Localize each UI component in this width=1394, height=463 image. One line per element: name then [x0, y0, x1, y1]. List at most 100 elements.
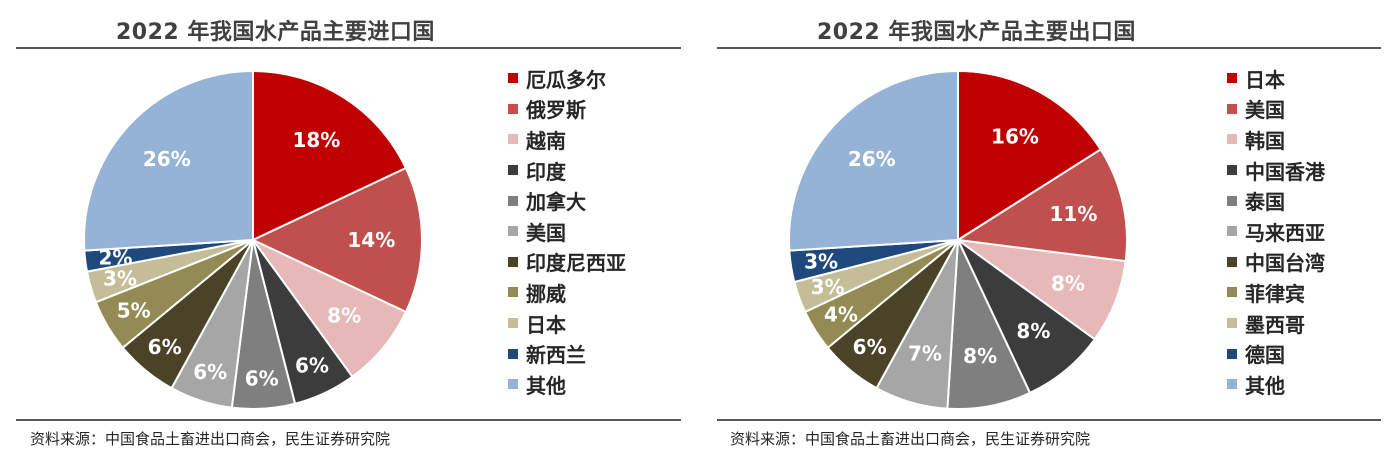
pie-slice-1 — [957, 69, 1103, 242]
legend-item: 日本 — [508, 308, 626, 339]
legend-swatch — [1227, 318, 1237, 329]
legend-swatch — [1227, 73, 1237, 84]
slice-value-label: 5% — [117, 299, 151, 323]
legend-swatch — [1227, 165, 1237, 176]
legend-item: 中国香港 — [1227, 155, 1325, 186]
legend-item: 加拿大 — [508, 185, 626, 216]
legend-item: 挪威 — [508, 277, 626, 308]
legend-label: 德国 — [1245, 343, 1285, 368]
legend-swatch — [1227, 195, 1237, 206]
slice-value-label: 11% — [1050, 202, 1098, 226]
legend-item: 泰国 — [1227, 185, 1325, 216]
source-note: 资料来源：中国食品土畜进出口商会，民生证券研究院 — [730, 430, 1091, 448]
legend-swatch — [1227, 379, 1237, 390]
pie-slice-1 — [252, 69, 408, 242]
legend-item: 俄罗斯 — [508, 94, 626, 125]
legend-label: 美国 — [526, 220, 566, 245]
slice-value-label: 2% — [99, 245, 133, 269]
slice-value-label: 18% — [292, 128, 340, 152]
legend-swatch — [508, 73, 518, 84]
legend-swatch — [508, 318, 518, 329]
legend-item: 美国 — [1227, 94, 1325, 125]
slice-value-label: 8% — [327, 303, 361, 327]
legend-label: 挪威 — [526, 281, 566, 306]
slice-value-label: 16% — [991, 124, 1039, 148]
legend-label: 其他 — [1245, 373, 1285, 398]
legend-item: 美国 — [508, 216, 626, 247]
chart-title: 2022 年我国水产品主要进口国 — [116, 20, 435, 45]
slice-value-label: 7% — [908, 342, 942, 366]
slice-value-label: 14% — [347, 228, 395, 252]
legend-label: 印度 — [526, 159, 566, 184]
legend-swatch — [1227, 348, 1237, 359]
legend-item: 日本 — [1227, 63, 1325, 94]
source-rule — [16, 419, 681, 421]
chart-legend: 厄瓜多尔俄罗斯越南印度 加拿大美国印度尼西亚挪威日本新西兰其他 — [508, 63, 626, 400]
legend-item: 菲律宾 — [1227, 277, 1325, 308]
slice-value-label: 8% — [963, 344, 997, 368]
legend-item: 印度 — [508, 155, 626, 186]
slice-value-label: 26% — [848, 147, 896, 171]
legend-swatch — [508, 256, 518, 267]
legend-item: 印度尼西亚 — [508, 247, 626, 278]
slice-value-label: 4% — [824, 302, 858, 326]
legend-item: 其他 — [508, 369, 626, 400]
pie-slice-11 — [83, 69, 254, 252]
pie-slice-2 — [250, 166, 423, 314]
legend-label: 新西兰 — [526, 343, 586, 368]
legend-label: 中国香港 — [1245, 159, 1325, 184]
slice-value-label: 6% — [148, 335, 182, 359]
legend-swatch — [1227, 134, 1237, 145]
legend-swatch — [508, 134, 518, 145]
legend-item: 韩国 — [1227, 124, 1325, 155]
legend-swatch — [508, 195, 518, 206]
pie-slice-2 — [955, 148, 1128, 263]
slice-value-label: 8% — [1016, 319, 1050, 343]
legend-item: 马来西亚 — [1227, 216, 1325, 247]
legend-label: 中国台湾 — [1245, 251, 1325, 276]
legend-label: 马来西亚 — [1245, 220, 1325, 245]
legend-swatch — [1227, 103, 1237, 114]
legend-swatch — [508, 226, 518, 237]
legend-item: 越南 — [508, 124, 626, 155]
chart-title: 2022 年我国水产品主要出口国 — [817, 20, 1136, 45]
legend-label: 韩国 — [1245, 128, 1285, 153]
legend-label: 其他 — [526, 373, 566, 398]
export-chart-panel: 2022 年我国水产品主要出口国 16% 11% 8% 8% 8% 7% 6% 4% 3% 3% 2… — [697, 0, 1394, 463]
slice-value-label: 6% — [295, 353, 329, 377]
legend-label: 日本 — [526, 312, 566, 337]
legend-label: 印度尼西亚 — [526, 251, 626, 276]
import-chart-panel: 2022 年我国水产品主要进口国 18% 14% 8% 6% 6% 6% 6% 5% 3% 2% 2… — [16, 20, 681, 448]
legend-label: 日本 — [1245, 67, 1285, 92]
slice-value-label: 3% — [804, 250, 838, 274]
title-rule — [717, 47, 1381, 49]
legend-label: 泰国 — [1245, 190, 1285, 215]
pie-slice-11 — [788, 69, 959, 252]
legend-item: 厄瓜多尔 — [508, 63, 626, 94]
legend-item: 德国 — [1227, 338, 1325, 369]
legend-item: 墨西哥 — [1227, 308, 1325, 339]
legend-label: 越南 — [526, 128, 566, 153]
legend-label: 美国 — [1245, 98, 1285, 123]
slice-value-label: 26% — [143, 147, 191, 171]
legend-item: 中国台湾 — [1227, 247, 1325, 278]
chart-legend: 日本美国韩国中国香港泰国马来西亚中国台湾菲律宾墨西哥德国其他 — [1227, 63, 1325, 400]
legend-label: 菲律宾 — [1245, 281, 1305, 306]
legend-swatch — [508, 287, 518, 298]
slice-value-label: 6% — [853, 335, 887, 359]
legend-label: 俄罗斯 — [526, 98, 586, 123]
legend-swatch — [1227, 287, 1237, 298]
title-rule — [16, 47, 681, 49]
source-note: 资料来源：中国食品土畜进出口商会，民生证券研究院 — [30, 430, 391, 448]
legend-swatch — [508, 379, 518, 390]
slice-value-label: 6% — [193, 360, 227, 384]
legend-swatch — [1227, 226, 1237, 237]
legend-swatch — [508, 165, 518, 176]
legend-swatch — [508, 103, 518, 114]
slice-value-label: 6% — [245, 366, 279, 390]
legend-label: 墨西哥 — [1245, 312, 1305, 337]
legend-label: 厄瓜多尔 — [526, 67, 606, 92]
pie-chart: 18% 14% 8% 6% 6% 6% 6% 5% 3%2% 26% — [83, 69, 423, 410]
legend-item: 新西兰 — [508, 338, 626, 369]
legend-item: 其他 — [1227, 369, 1325, 400]
